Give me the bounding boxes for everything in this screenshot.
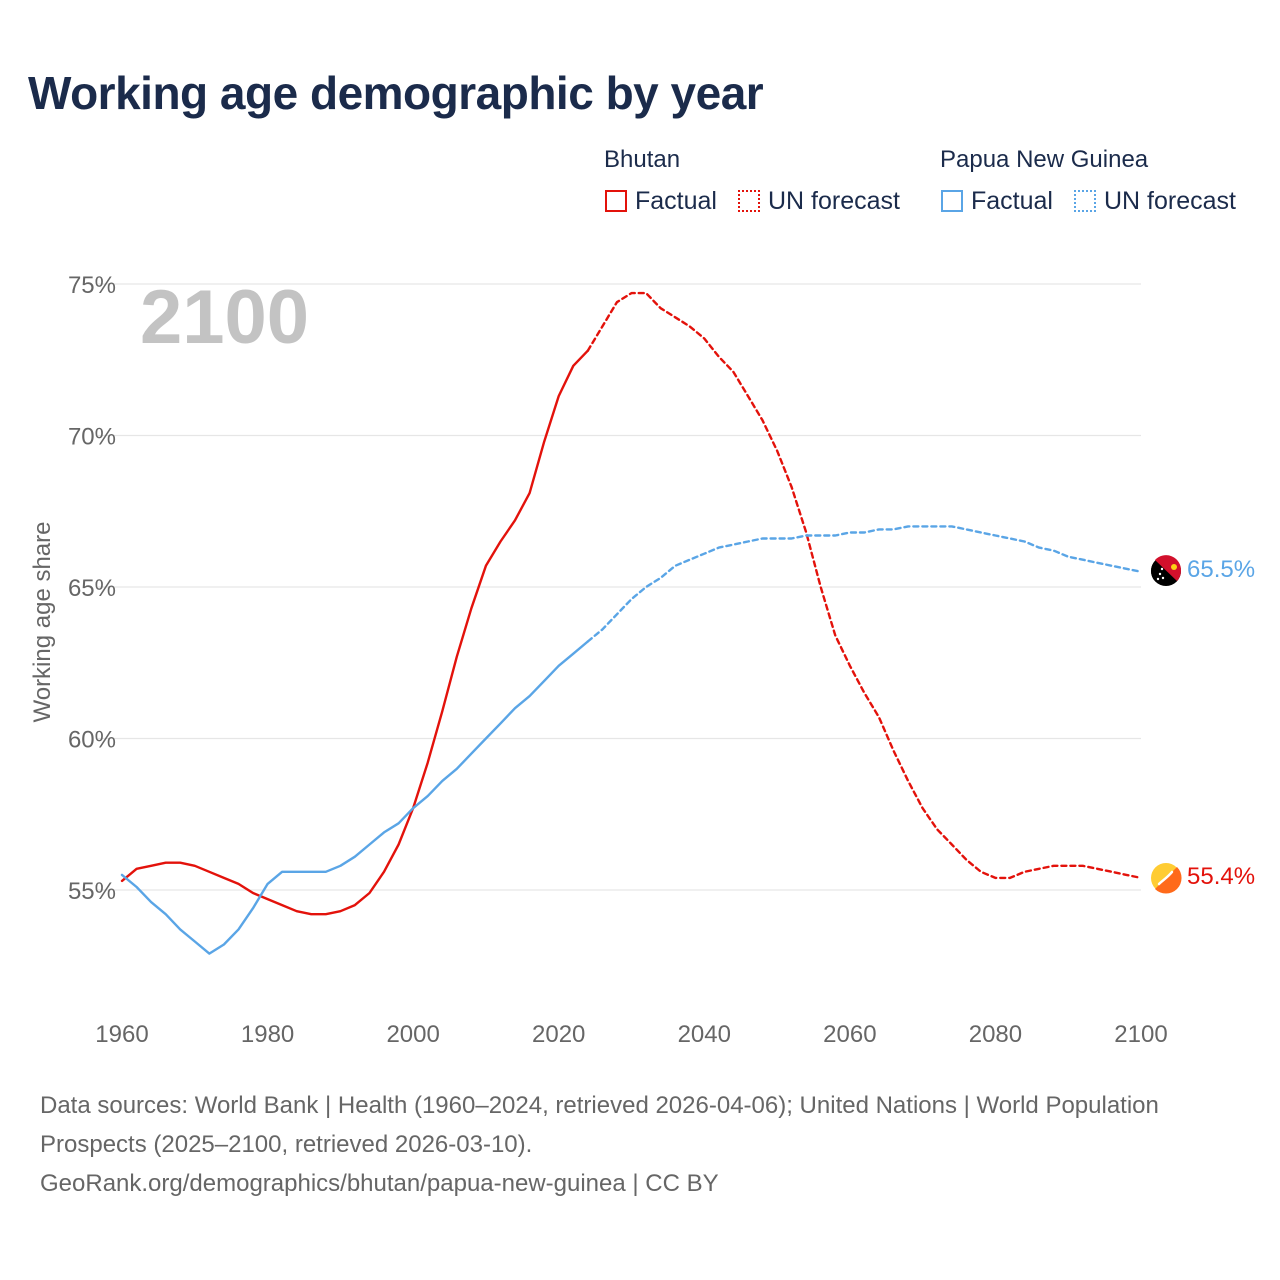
sources-attribution-link[interactable]: GeoRank.org/demographics/bhutan/papua-ne… xyxy=(40,1170,719,1197)
x-tick-label: 2020 xyxy=(532,1021,585,1048)
x-tick-label: 1980 xyxy=(241,1021,294,1048)
sources-text: Data sources: World Bank | Health (1960–… xyxy=(40,1092,1159,1158)
x-tick-label: 2040 xyxy=(678,1021,731,1048)
legend-group-papua-new-guinea: Papua New Guinea xyxy=(940,146,1149,173)
end-label-papua-new-guinea: 65.5% xyxy=(1187,556,1255,583)
chart-title: Working age demographic by year xyxy=(28,67,764,119)
series-line-papua-new-guinea-forecast xyxy=(586,525,1143,643)
bhutan-flag-icon xyxy=(1151,863,1182,894)
x-tick-label: 2080 xyxy=(969,1021,1022,1048)
legend-swatch-dotted-red xyxy=(738,190,760,212)
legend-swatch-solid-red xyxy=(605,190,627,212)
x-tick-label: 1960 xyxy=(95,1021,148,1048)
x-tick-label: 2100 xyxy=(1114,1021,1167,1048)
y-axis-label: Working age share xyxy=(29,522,56,723)
legend-png-forecast[interactable]: UN forecast xyxy=(1074,186,1236,216)
legend-swatch-dotted-blue xyxy=(1074,190,1096,212)
series-line-bhutan-forecast xyxy=(586,291,1143,880)
legend-label: UN forecast xyxy=(1104,186,1236,215)
data-sources: Data sources: World Bank | Health (1960–… xyxy=(40,1086,1240,1203)
legend-label: Factual xyxy=(971,186,1053,215)
legend-label: Factual xyxy=(635,186,717,215)
x-tick-label: 2000 xyxy=(386,1021,439,1048)
y-tick-label: 75% xyxy=(68,272,116,299)
line-chart: 55% 60% 65% 70% 75% 1960 1980 2000 2020 2040 2060 2… xyxy=(29,272,1255,1048)
legend-group-bhutan: Bhutan xyxy=(604,146,681,173)
legend-bhutan-forecast[interactable]: UN forecast xyxy=(738,186,900,216)
y-tick-label: 60% xyxy=(68,727,116,754)
legend-png-factual[interactable]: Factual xyxy=(941,186,1053,216)
legend-swatch-solid-blue xyxy=(941,190,963,212)
y-tick-label: 55% xyxy=(68,878,116,905)
series-line-bhutan-factual xyxy=(120,349,589,916)
series-line-papua-new-guinea-factual xyxy=(120,640,589,955)
year-watermark: 2100 xyxy=(140,275,309,360)
y-tick-label: 65% xyxy=(68,575,116,602)
legend-label: UN forecast xyxy=(768,186,900,215)
y-tick-label: 70% xyxy=(68,424,116,451)
legend-bhutan-factual[interactable]: Factual xyxy=(605,186,717,216)
end-label-bhutan: 55.4% xyxy=(1187,863,1255,890)
x-tick-label: 2060 xyxy=(823,1021,876,1048)
papua-new-guinea-flag-icon xyxy=(1151,555,1182,586)
